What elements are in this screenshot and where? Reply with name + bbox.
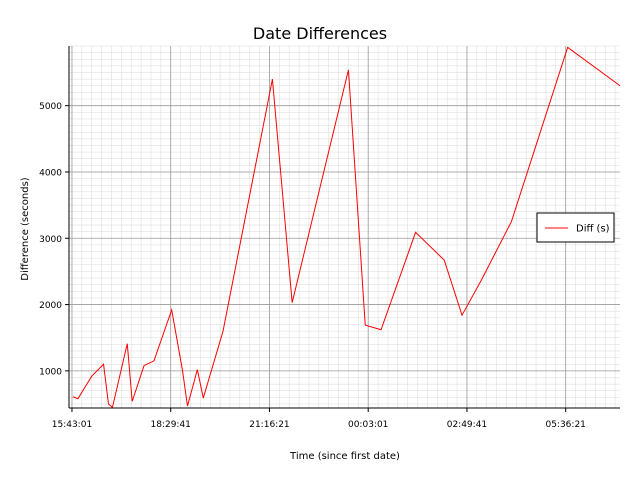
axes — [68, 46, 620, 409]
x-tick-label: 21:16:21 — [249, 420, 289, 430]
legend-label-diff: Diff (s) — [576, 224, 610, 235]
y-tick-label: 4000 — [39, 168, 62, 178]
y-tick-label: 2000 — [39, 301, 62, 311]
y-tick-label: 3000 — [39, 235, 62, 245]
x-tick-label: 05:36:21 — [545, 420, 585, 430]
y-tick-label: 5000 — [39, 102, 62, 112]
x-tick-label: 00:03:01 — [348, 420, 388, 430]
chart-title: Date Differences — [253, 24, 387, 43]
x-axis-label: Time (since first date) — [289, 451, 400, 462]
y-tick-label: 1000 — [39, 367, 62, 377]
x-tick-label: 02:49:41 — [447, 420, 487, 430]
y-axis-ticks: 1000 2000 3000 4000 5000 — [39, 102, 69, 377]
legend: Diff (s) — [536, 212, 615, 243]
x-tick-label: 18:29:41 — [150, 420, 190, 430]
x-axis-ticks: 15:43:01 18:29:41 21:16:21 00:03:01 02:49:41… — [52, 408, 586, 430]
y-axis-label: Difference (seconds) — [20, 177, 31, 281]
x-tick-label: 15:43:01 — [52, 420, 92, 430]
series-layer — [72, 46, 621, 409]
series-line-0 — [72, 46, 621, 409]
